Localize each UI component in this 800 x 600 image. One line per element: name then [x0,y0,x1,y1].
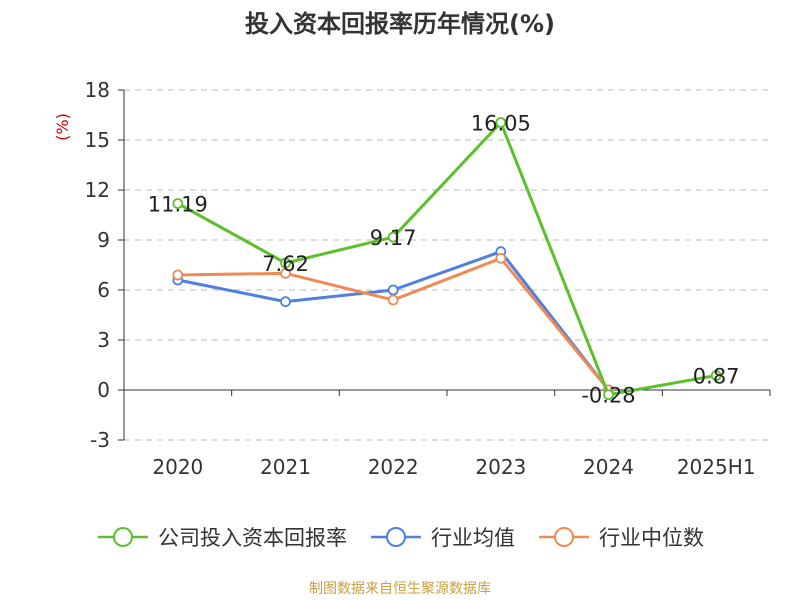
chart-title: 投入资本回报率历年情况(%) [245,10,555,38]
legend-item[interactable]: 行业均值 [369,522,515,552]
y-tick-label: -3 [90,428,110,452]
y-tick-label: 12 [85,178,110,202]
series-lines [172,117,722,401]
y-axis-label: (%) [53,113,72,141]
legend-swatch-icon [98,527,148,547]
data-label: -0.28 [581,384,635,408]
legend-swatch-marker [554,527,574,547]
data-point [387,284,399,296]
legend-label: 公司投入资本回报率 [158,526,347,550]
data-point [387,294,399,306]
data-point [280,296,291,308]
x-tick-label: 2025H1 [677,455,756,479]
legend-label: 行业均值 [431,526,515,550]
y-tick-label: 3 [97,328,110,352]
x-tick-label: 2024 [583,455,634,479]
source-note: 制图数据来自恒生聚源数据库 [309,581,491,597]
data-point [710,370,722,381]
legend-swatch-icon [371,527,421,547]
legend-label: 行业中位数 [599,526,704,550]
legend-swatch-marker [113,527,133,547]
legend-item[interactable]: 行业中位数 [537,522,704,552]
data-point [280,267,291,279]
grid-lines [124,89,770,441]
legend-item[interactable]: 公司投入资本回报率 [96,522,347,552]
axes: -3 0 3 6 9 12 15 18 2020 2021 2022 2023 2024 2025H1 [85,78,771,479]
series-line [177,250,610,391]
x-tick-label: 2021 [260,455,311,479]
data-point [495,117,507,128]
series-line [177,121,717,397]
data-point [495,252,507,264]
data-label: 9.17 [370,226,417,250]
y-tick-label: 15 [85,128,110,152]
data-point [172,269,184,281]
x-tick-label: 2023 [475,455,526,479]
data-point [387,231,399,243]
legend-swatch-icon [539,527,589,547]
data-label: 11.19 [148,193,208,217]
legend-swatch-marker [386,527,406,547]
data-point [172,198,184,209]
y-tick-label: 6 [97,278,110,302]
x-tick-label: 2022 [368,455,419,479]
data-point [603,389,614,401]
data-label: 0.87 [693,365,740,389]
data-label: 7.62 [262,252,309,276]
line-chart: -3 0 3 6 9 12 15 18 2020 2021 2022 2023 2024 2025H1 1… [53,78,771,479]
data-label: 16.05 [471,112,531,136]
series-line [177,256,610,391]
data-labels: 11.19 7.62 9.17 16.05 -0.28 0.87 [148,112,740,408]
data-point [280,257,291,269]
y-tick-label: 18 [85,78,110,102]
y-tick-label: 0 [97,378,110,402]
y-tick-label: 9 [97,228,110,252]
legend: 公司投入资本回报率 行业均值 行业中位数 [0,520,800,554]
x-tick-label: 2020 [152,455,203,479]
